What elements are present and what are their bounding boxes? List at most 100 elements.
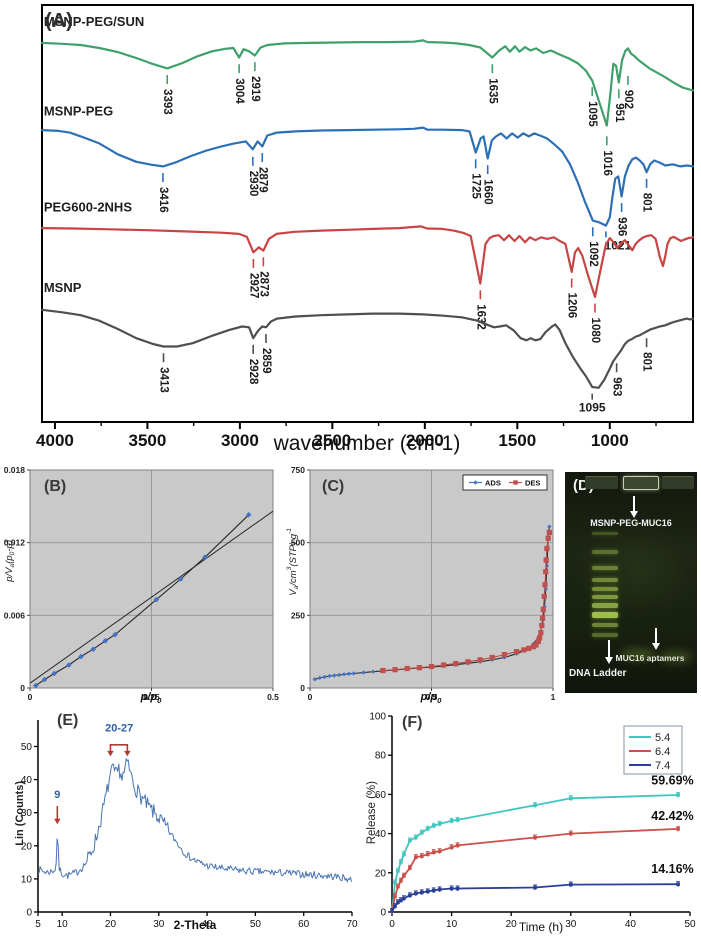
svg-text:7.4: 7.4 xyxy=(655,760,670,772)
svg-text:0.5: 0.5 xyxy=(426,692,438,702)
svg-text:3393: 3393 xyxy=(161,89,173,115)
svg-text:2919: 2919 xyxy=(249,76,261,102)
gel-label-msnp-peg-muc16: MSNP-PEG-MUC16 xyxy=(590,518,672,528)
ftir-chart: 4000 3500 3000 2500 2000 1500 1000 MSNP-PEG/SUN… xyxy=(36,4,695,450)
gel-well xyxy=(662,476,694,489)
svg-text:60: 60 xyxy=(298,919,310,930)
svg-text:2879: 2879 xyxy=(256,167,268,193)
svg-text:50: 50 xyxy=(684,919,696,930)
down-arrow-icon xyxy=(652,628,660,650)
svg-text:100: 100 xyxy=(369,712,386,723)
dna-ladder-band xyxy=(592,603,618,608)
svg-text:0: 0 xyxy=(389,919,395,930)
panel-label-e: (E) xyxy=(57,712,79,729)
dna-ladder-band xyxy=(592,623,618,627)
svg-text:0.5: 0.5 xyxy=(267,692,279,702)
svg-text:250: 250 xyxy=(291,610,305,620)
svg-text:10: 10 xyxy=(21,874,33,885)
svg-text:70: 70 xyxy=(346,919,358,930)
svg-text:1206: 1206 xyxy=(566,293,578,319)
svg-text:1725: 1725 xyxy=(470,173,482,199)
svg-text:1500: 1500 xyxy=(498,431,536,450)
dna-ladder-band xyxy=(592,532,618,535)
svg-text:2500: 2500 xyxy=(313,431,351,450)
svg-text:2928: 2928 xyxy=(247,359,259,385)
svg-text:2873: 2873 xyxy=(257,271,269,297)
gel-label-muc16-aptamers: MUC16 aptamers xyxy=(615,653,685,663)
svg-text:4000: 4000 xyxy=(36,431,74,450)
gel-well xyxy=(623,476,659,490)
svg-text:DES: DES xyxy=(525,479,540,488)
dna-ladder-band xyxy=(592,578,618,582)
svg-text:PEG600-2NHS: PEG600-2NHS xyxy=(44,199,132,214)
svg-text:3500: 3500 xyxy=(129,431,167,450)
svg-text:1632: 1632 xyxy=(474,304,486,330)
svg-text:40: 40 xyxy=(625,919,637,930)
svg-text:500: 500 xyxy=(291,538,305,548)
bet-x-axis-title: p/p0 xyxy=(140,691,162,706)
down-arrow-icon xyxy=(630,496,638,518)
gel-smear-band xyxy=(659,650,693,664)
svg-text:6.4: 6.4 xyxy=(655,746,670,758)
xrd-chart: 5 10 20 30 40 50 60 70 0 10 20 30 40 50 9 20-27 xyxy=(21,720,358,930)
svg-text:936: 936 xyxy=(616,217,628,236)
svg-text:50: 50 xyxy=(21,742,33,753)
svg-text:MSNP: MSNP xyxy=(44,280,82,295)
svg-text:1: 1 xyxy=(551,692,556,702)
svg-text:59.69%: 59.69% xyxy=(651,774,693,788)
svg-text:50: 50 xyxy=(250,919,262,930)
panel-label-b: (B) xyxy=(44,478,67,495)
svg-text:ADS: ADS xyxy=(485,479,501,488)
svg-text:9: 9 xyxy=(54,789,60,801)
gel-well xyxy=(585,476,618,489)
svg-text:3004: 3004 xyxy=(233,78,245,104)
svg-text:30: 30 xyxy=(21,808,33,819)
svg-text:3416: 3416 xyxy=(157,187,169,213)
svg-text:MSNP-PEG/SUN: MSNP-PEG/SUN xyxy=(44,14,144,29)
svg-text:0.018: 0.018 xyxy=(4,465,26,475)
dna-ladder-band xyxy=(592,633,618,637)
svg-text:801: 801 xyxy=(641,352,653,372)
release-y-axis-title: Release (%) xyxy=(366,781,378,845)
svg-text:40: 40 xyxy=(375,829,387,840)
svg-text:5.4: 5.4 xyxy=(655,732,670,744)
svg-text:0: 0 xyxy=(26,908,32,919)
bet-plot: 0 0.25 0.5 0 0.006 0.012 0.018 xyxy=(4,465,279,702)
dna-ladder-band xyxy=(592,550,618,554)
svg-text:20: 20 xyxy=(105,919,117,930)
svg-text:2927: 2927 xyxy=(247,273,259,299)
svg-text:3413: 3413 xyxy=(158,367,170,393)
gel-photo: (D) MSNP-PEG-MUC16 MUC16 aptamers DNA La… xyxy=(565,472,697,693)
svg-text:20: 20 xyxy=(506,919,518,930)
svg-text:0: 0 xyxy=(300,683,305,693)
svg-text:2000: 2000 xyxy=(406,431,444,450)
panel-label-a: (A) xyxy=(45,10,73,32)
svg-text:5: 5 xyxy=(35,919,41,930)
dna-ladder-band xyxy=(592,587,618,591)
svg-text:1092: 1092 xyxy=(587,241,599,267)
isotherm-x-axis-title: p/p0 xyxy=(420,691,442,706)
release-x-axis-title: Time (h) xyxy=(518,920,564,934)
svg-text:963: 963 xyxy=(611,377,623,396)
svg-text:902: 902 xyxy=(622,90,634,109)
panel-label-f: (F) xyxy=(402,714,423,731)
svg-text:80: 80 xyxy=(375,751,387,762)
svg-text:1095: 1095 xyxy=(579,401,606,415)
svg-text:0.25: 0.25 xyxy=(143,692,160,702)
svg-text:42.42%: 42.42% xyxy=(651,809,693,823)
release-chart: 0 10 20 30 40 50 0 20 40 60 80 100 5.4 6.4 7.4 59.69% 42… xyxy=(369,712,696,931)
panel-label-c: (C) xyxy=(322,478,345,495)
dna-ladder-band xyxy=(592,612,618,618)
svg-text:0: 0 xyxy=(20,683,25,693)
svg-text:1021: 1021 xyxy=(605,238,632,252)
xrd-x-axis-title: 2-Theta xyxy=(173,918,217,932)
svg-text:0: 0 xyxy=(28,692,33,702)
svg-text:40: 40 xyxy=(202,919,214,930)
dna-ladder-band xyxy=(592,566,618,570)
svg-text:14.16%: 14.16% xyxy=(651,862,693,876)
svg-text:3000: 3000 xyxy=(221,431,259,450)
xrd-y-axis-title: Lin (Counts) xyxy=(14,781,26,846)
svg-text:20: 20 xyxy=(21,841,33,852)
